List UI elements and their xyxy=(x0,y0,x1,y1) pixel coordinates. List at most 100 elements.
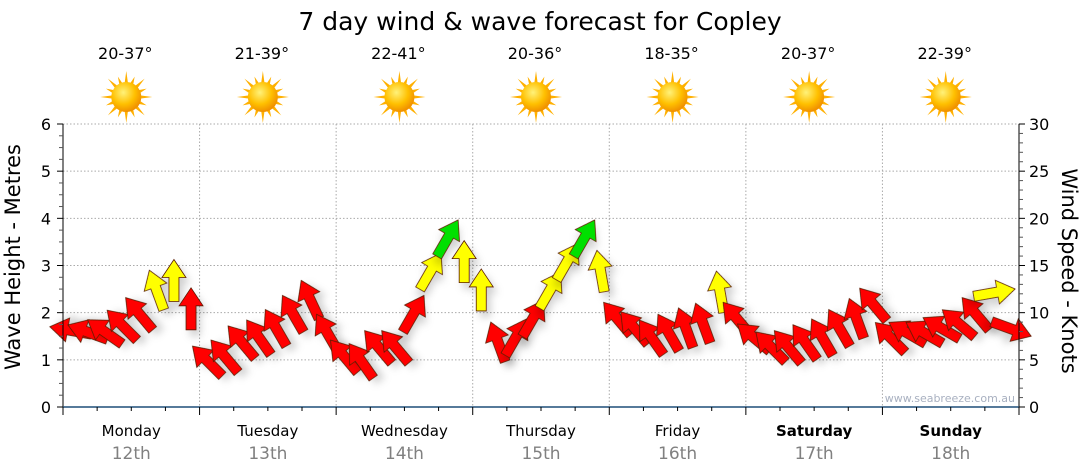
sun-ray xyxy=(403,109,408,118)
sun-icon xyxy=(783,71,836,123)
sun-disc xyxy=(384,82,415,112)
sun-ray xyxy=(130,76,135,85)
wind-arrow xyxy=(143,269,169,312)
sun-ray xyxy=(800,109,806,118)
sun-ray xyxy=(379,100,388,106)
wind-arrow xyxy=(178,287,204,331)
y-tick-label: 5 xyxy=(41,162,51,181)
sun-ray xyxy=(236,95,249,99)
sun-ray xyxy=(138,88,147,94)
sun-ray xyxy=(812,76,818,85)
sun-ray xyxy=(652,88,661,94)
sun-ray xyxy=(807,71,811,84)
y-tick-label: 3 xyxy=(41,257,51,276)
day-label: Sunday xyxy=(920,422,983,440)
sun-ray xyxy=(411,100,420,106)
date-label: 18th xyxy=(931,444,970,464)
sun-ray xyxy=(959,95,972,99)
sun-ray xyxy=(254,109,260,118)
sun-ray xyxy=(271,105,282,116)
y2-tick-label: 10 xyxy=(1029,304,1049,323)
sun-ray xyxy=(510,95,523,99)
temp-range: 21-39° xyxy=(235,44,290,63)
date-label: 13th xyxy=(248,444,287,464)
sun-ray xyxy=(544,105,555,116)
sun-ray xyxy=(684,100,693,106)
sun-disc xyxy=(930,82,961,112)
sun-ray xyxy=(244,105,255,116)
date-label: 17th xyxy=(795,444,834,464)
day-label: Friday xyxy=(655,422,701,440)
sun-ray xyxy=(397,110,402,123)
sun-ray xyxy=(927,105,938,116)
sun-ray xyxy=(788,88,797,94)
wind-arrow xyxy=(415,252,443,293)
sun-ray xyxy=(140,95,153,99)
sun-ray xyxy=(244,78,255,89)
sun-ray xyxy=(134,105,145,116)
sun-ray xyxy=(391,109,396,118)
sun-ray xyxy=(807,110,811,123)
sun-disc xyxy=(521,82,551,112)
sun-ray xyxy=(681,78,691,89)
temp-range: 20-37° xyxy=(98,44,153,63)
sun-ray xyxy=(957,88,967,94)
sun-icon xyxy=(100,71,153,123)
sun-ray xyxy=(676,109,681,118)
sun-ray xyxy=(100,95,113,99)
sun-ray xyxy=(548,88,557,94)
wind-arrow xyxy=(587,249,613,294)
sun-ray xyxy=(381,78,391,89)
sun-ray xyxy=(539,109,545,118)
sun-ray xyxy=(515,88,524,94)
sun-disc xyxy=(794,82,825,112)
y-tick-label: 1 xyxy=(41,351,51,370)
date-label: 12th xyxy=(112,444,151,464)
date-label: 14th xyxy=(385,444,424,464)
sun-ray xyxy=(821,100,830,106)
sun-ray xyxy=(408,78,418,89)
sun-disc xyxy=(657,82,688,112)
wind-arrow xyxy=(534,271,563,312)
wind-arrow xyxy=(451,239,477,284)
wind-arrow xyxy=(859,287,892,325)
wind-arrow xyxy=(381,330,414,367)
sun-icon xyxy=(919,71,972,123)
wind-arrow xyxy=(941,309,979,342)
sun-ray xyxy=(138,100,147,106)
wind-arrow xyxy=(263,308,292,350)
sun-ray xyxy=(927,78,938,89)
wind-arrow xyxy=(161,258,187,302)
sun-ray xyxy=(937,76,942,85)
wind-arrow xyxy=(87,319,126,349)
temp-range: 18-35° xyxy=(644,44,699,63)
date-label: 15th xyxy=(521,444,560,464)
day-label: Tuesday xyxy=(236,422,298,440)
sun-ray xyxy=(664,76,669,85)
temp-range: 22-39° xyxy=(917,44,972,63)
sun-icon xyxy=(373,71,426,123)
sun-ray xyxy=(646,95,659,99)
wind-arrow xyxy=(972,279,1016,305)
sun-ray xyxy=(817,105,828,116)
wind-arrow xyxy=(922,315,963,344)
sun-ray xyxy=(548,100,557,106)
y2-tick-label: 15 xyxy=(1029,257,1049,276)
sun-icon xyxy=(646,71,699,123)
sun-ray xyxy=(925,88,934,94)
sun-ray xyxy=(261,71,265,84)
y2-tick-label: 5 xyxy=(1029,351,1039,370)
day-label: Thursday xyxy=(505,422,576,440)
wind-arrow xyxy=(125,297,158,334)
temp-range: 22-41° xyxy=(371,44,426,63)
sun-ray xyxy=(275,100,284,106)
y-axis-label: Wave Height - Metres xyxy=(1,144,25,370)
sun-ray xyxy=(957,100,967,106)
sun-ray xyxy=(117,109,123,118)
sun-ray xyxy=(654,78,664,89)
wind-arrow xyxy=(468,268,494,312)
sun-ray xyxy=(403,76,408,85)
y2-axis-label: Wind Speed - Knots xyxy=(1057,168,1080,373)
sun-ray xyxy=(949,76,955,85)
sun-ray xyxy=(391,76,396,85)
